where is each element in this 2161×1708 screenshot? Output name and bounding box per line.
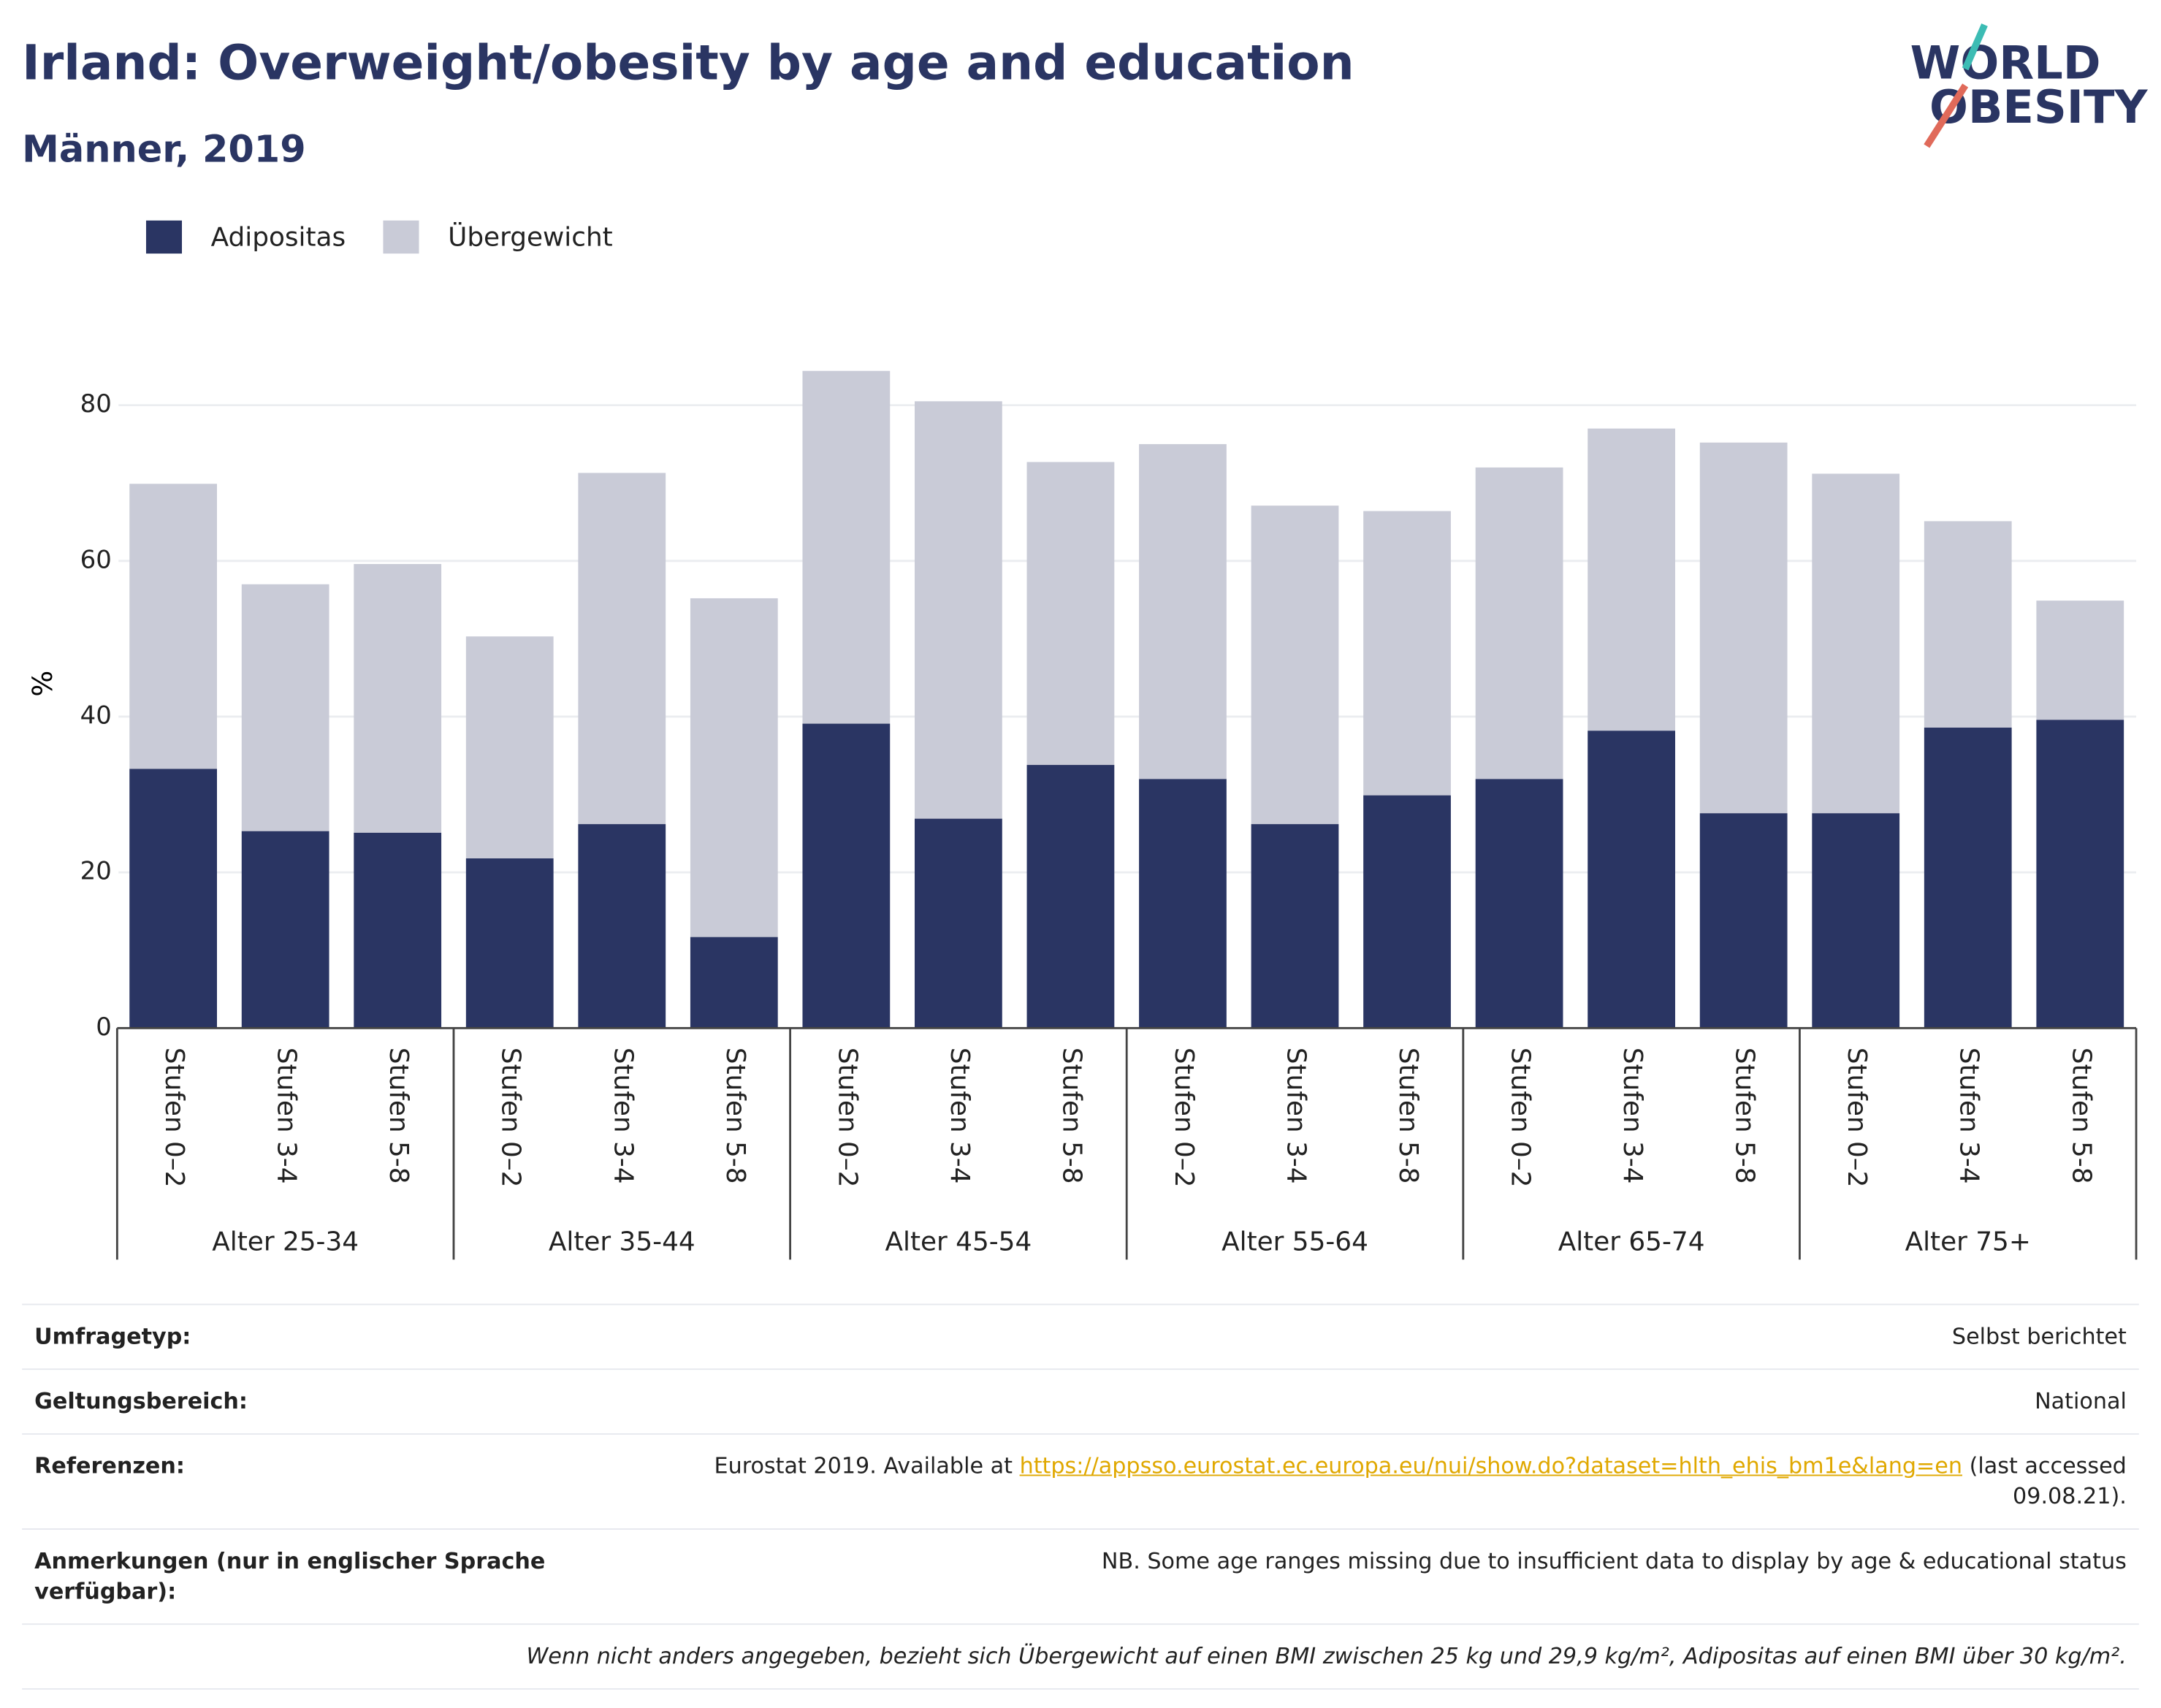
y-axis-label: % xyxy=(26,671,58,697)
legend-swatch xyxy=(383,220,419,254)
x-tick-label: Stufen 3-4 xyxy=(272,1048,302,1184)
info-label: Referenzen: xyxy=(34,1452,185,1479)
x-tick-label: Stufen 5-8 xyxy=(1056,1048,1086,1184)
x-tick-label: Stufen 5-8 xyxy=(384,1048,413,1184)
logo-stroke xyxy=(1962,23,1988,71)
info-row: Geltungsbereich: National xyxy=(22,1370,2139,1435)
bar-segment xyxy=(1588,731,1676,1029)
x-tick-label: Stufen 0–2 xyxy=(1169,1048,1199,1188)
bar-segment xyxy=(241,831,329,1029)
x-tick-label: Stufen 0–2 xyxy=(496,1048,526,1188)
bar-segment xyxy=(1699,813,1788,1029)
chart-title: Irland: Overweight/obesity by age and ed… xyxy=(22,35,1354,91)
bar-segment xyxy=(915,818,1002,1029)
x-tick-label: Stufen 5-8 xyxy=(1393,1048,1423,1184)
x-tick-label: Stufen 5-8 xyxy=(2066,1048,2096,1184)
x-tick-label: Stufen 0–2 xyxy=(159,1048,189,1188)
info-row: Anmerkungen (nur in englischer Sprache v… xyxy=(22,1530,2139,1625)
chart-subtitle: Männer, 2019 xyxy=(22,129,306,172)
info-row: Referenzen: Eurostat 2019. Available at h… xyxy=(22,1435,2139,1530)
bar-segment xyxy=(1251,506,1339,825)
x-tick-label: Stufen 0–2 xyxy=(832,1048,862,1188)
y-tick-label: 80 xyxy=(80,389,112,419)
bar-segment xyxy=(802,723,891,1029)
chart: Irland: Overweight/obesity by age and ed… xyxy=(22,23,2148,1260)
x-tick-label: Stufen 3-4 xyxy=(1954,1048,1984,1184)
bar-segment xyxy=(1363,795,1451,1029)
info-value: National xyxy=(2035,1387,2127,1417)
x-tick-label: Stufen 5-8 xyxy=(1730,1048,1760,1184)
bar-segment xyxy=(1812,813,1900,1029)
bar-segment xyxy=(2036,601,2124,720)
bar-segment xyxy=(1139,443,1227,779)
bar-segment xyxy=(1699,442,1788,814)
bar-segment xyxy=(802,370,891,724)
info-text: NB. Some age ranges missing due to insuf… xyxy=(1101,1547,2127,1574)
info-label: Anmerkungen (nur in englischer Sprache v… xyxy=(34,1547,546,1604)
info-text: Eurostat 2019. Available at xyxy=(714,1452,1020,1479)
bar-segment xyxy=(465,636,554,858)
legend-label: Adipositas xyxy=(211,222,346,252)
bar-segment xyxy=(1924,521,2012,728)
logo-stroke xyxy=(1924,83,1969,148)
x-tick-label: Stufen 3-4 xyxy=(1617,1048,1647,1184)
bar-segment xyxy=(465,858,554,1029)
x-tick-label: Stufen 5-8 xyxy=(720,1048,750,1184)
x-tick-label: Stufen 0–2 xyxy=(1842,1048,1872,1188)
bar-segment xyxy=(1812,473,1900,814)
y-tick-label: 20 xyxy=(80,857,112,886)
info-table: Umfragetyp: Selbst berichtet Geltungsberei… xyxy=(22,1303,2139,1690)
bar-segment xyxy=(1475,779,1563,1029)
bar-segment xyxy=(1026,462,1115,766)
x-tick-label: Stufen 3-4 xyxy=(1281,1048,1311,1184)
group-label: Alter 25-34 xyxy=(212,1227,359,1257)
logo-text: WORLD xyxy=(1910,37,2101,90)
bar-segment xyxy=(690,937,778,1029)
info-label: Umfragetyp: xyxy=(34,1323,191,1349)
bar-segment xyxy=(1588,428,1676,731)
info-value: NB. Some age ranges missing due to insuf… xyxy=(1102,1547,2127,1607)
bar-segment xyxy=(1363,511,1451,796)
x-tick-label: Stufen 3-4 xyxy=(608,1048,638,1184)
y-tick-label: 0 xyxy=(96,1013,112,1042)
info-text: National xyxy=(2035,1387,2127,1414)
info-value: Selbst berichtet xyxy=(1952,1322,2127,1352)
group-label: Alter 75+ xyxy=(1905,1227,2031,1257)
bar-segment xyxy=(690,598,778,937)
bar-segment xyxy=(1475,467,1563,779)
x-tick-label: Stufen 0–2 xyxy=(1506,1048,1536,1188)
group-label: Alter 45-54 xyxy=(885,1227,1032,1257)
bar-segment xyxy=(354,564,442,833)
legend-swatch xyxy=(145,220,183,254)
group-label: Alter 55-64 xyxy=(1221,1227,1368,1257)
y-tick-label: 40 xyxy=(80,701,112,730)
bar-segment xyxy=(129,769,218,1029)
y-tick-label: 60 xyxy=(80,545,112,574)
info-text: (last accessed 09.08.21). xyxy=(1962,1452,2127,1509)
bar-segment xyxy=(2036,720,2124,1029)
info-value: Eurostat 2019. Available at https://apps… xyxy=(666,1451,2127,1511)
bar-segment xyxy=(1139,779,1227,1029)
footnote: Wenn nicht anders angegeben, bezieht sic… xyxy=(22,1625,2139,1690)
x-tick-label: Stufen 3-4 xyxy=(945,1048,975,1184)
bar-segment xyxy=(1026,765,1115,1029)
bar-segment xyxy=(241,584,329,831)
info-row: Umfragetyp: Selbst berichtet xyxy=(22,1305,2139,1370)
bar-segment xyxy=(578,824,666,1029)
reference-link[interactable]: https://appsso.eurostat.ec.europa.eu/nui… xyxy=(1019,1452,1962,1479)
bar-segment xyxy=(354,832,442,1029)
bar-segment xyxy=(578,473,666,825)
info-text: Selbst berichtet xyxy=(1951,1323,2127,1349)
info-label: Geltungsbereich: xyxy=(34,1387,248,1414)
bar-segment xyxy=(1251,824,1339,1029)
bar-segment xyxy=(1924,727,2012,1029)
bar-segment xyxy=(129,484,218,769)
legend-label: Übergewicht xyxy=(448,221,613,252)
group-label: Alter 35-44 xyxy=(549,1227,695,1257)
group-label: Alter 65-74 xyxy=(1558,1227,1705,1257)
bar-segment xyxy=(915,401,1002,819)
